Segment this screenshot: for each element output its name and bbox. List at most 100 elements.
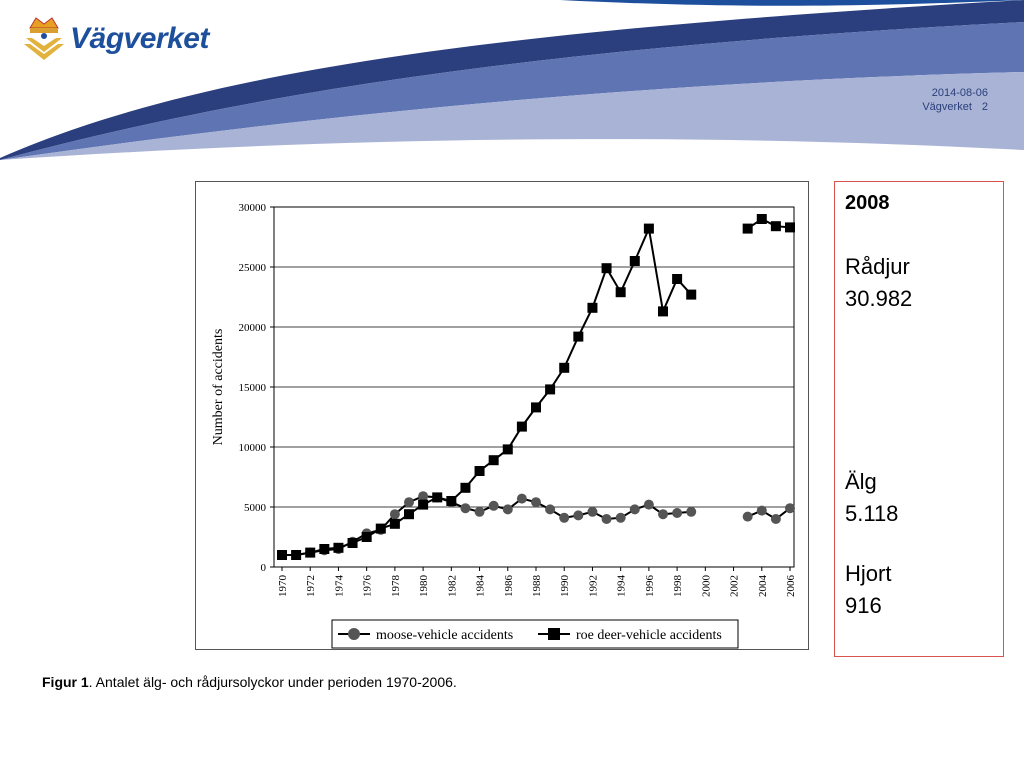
roe-deer-point bbox=[785, 222, 795, 233]
moose-point bbox=[389, 509, 400, 520]
legend-roe-label: roe deer-vehicle accidents bbox=[576, 628, 722, 643]
roe-deer-point bbox=[319, 544, 330, 554]
slide-date: 2014-08-06 bbox=[931, 87, 988, 99]
moose-point bbox=[418, 491, 429, 502]
x-tick-label: 1978 bbox=[390, 575, 402, 598]
moose-point bbox=[460, 503, 471, 514]
roe-deer-point bbox=[404, 509, 414, 520]
roe-deer-point bbox=[432, 492, 443, 503]
x-tick-label: 1972 bbox=[305, 575, 317, 597]
roe-deer-point bbox=[277, 550, 287, 560]
roe-deer-point bbox=[305, 547, 316, 558]
moose-point bbox=[672, 508, 683, 518]
x-tick-label: 1990 bbox=[559, 575, 571, 598]
y-tick-label: 0 bbox=[261, 562, 267, 574]
roe-deer-point bbox=[502, 444, 513, 455]
moose-point bbox=[742, 511, 753, 522]
moose-point bbox=[587, 506, 598, 517]
x-tick-label: 2006 bbox=[785, 575, 797, 598]
caption-text: . Antalet älg- och rådjursolyckor under … bbox=[88, 674, 457, 690]
moose-point bbox=[531, 497, 541, 508]
moose-point bbox=[545, 504, 556, 515]
chart-frame: 0 5000 10000 15000 20000 25000 30000 1970 1972 19… bbox=[195, 181, 809, 650]
roe-deer-point bbox=[615, 287, 626, 298]
moose-point bbox=[686, 506, 697, 517]
roe-deer-point bbox=[291, 550, 302, 560]
moose-point bbox=[502, 504, 513, 515]
roe-deer-point bbox=[672, 274, 683, 284]
roe-deer-point bbox=[347, 538, 358, 548]
legend-moose-label: moose-vehicle accidents bbox=[376, 628, 513, 643]
moose-point bbox=[629, 504, 640, 515]
x-tick-label: 1994 bbox=[616, 575, 628, 598]
moose-point bbox=[615, 512, 626, 523]
moose-point bbox=[488, 500, 499, 511]
vagverket-logo: Vägverket bbox=[22, 14, 232, 66]
series-line bbox=[747, 507, 791, 521]
roe-deer-point bbox=[418, 499, 429, 510]
moose-point bbox=[658, 509, 668, 520]
x-tick-label: 1974 bbox=[333, 575, 345, 598]
roe-deer-value: 30.982 bbox=[845, 286, 913, 311]
moose-value: 5.118 bbox=[845, 501, 899, 526]
y-tick-label: 15000 bbox=[239, 382, 267, 394]
deer-label: Hjort bbox=[845, 561, 892, 586]
roe-deer-point bbox=[389, 518, 400, 529]
y-tick-label: 5000 bbox=[244, 502, 267, 514]
roe-deer-point bbox=[573, 331, 584, 342]
x-tick-label: 1984 bbox=[475, 575, 487, 598]
moose-point bbox=[404, 497, 414, 508]
moose-point bbox=[516, 493, 527, 504]
series-line bbox=[282, 225, 692, 556]
x-tick-label: 2000 bbox=[700, 575, 712, 598]
moose-point bbox=[559, 512, 570, 523]
x-tick-label: 1986 bbox=[503, 575, 515, 598]
x-tick-label: 2002 bbox=[729, 575, 741, 597]
x-tick-label: 1998 bbox=[672, 575, 684, 598]
header-swoosh bbox=[0, 0, 1024, 160]
roe-deer-point bbox=[474, 466, 485, 476]
page-number: 2 bbox=[981, 101, 988, 113]
slide-meta: 2014-08-06 Vägverket 2 bbox=[922, 86, 988, 114]
roe-deer-point bbox=[686, 289, 697, 300]
x-tick-label: 1980 bbox=[418, 575, 430, 598]
y-tick-label: 10000 bbox=[239, 442, 267, 454]
slide-org: Vägverket bbox=[922, 101, 972, 113]
roe-deer-point bbox=[601, 263, 612, 274]
legend-box bbox=[331, 619, 739, 649]
moose-point bbox=[785, 503, 795, 514]
y-axis-label: Number of accidents bbox=[211, 329, 226, 446]
roe-deer-point bbox=[375, 523, 386, 534]
roe-deer-point bbox=[629, 256, 640, 266]
logo-text: Vägverket bbox=[70, 22, 209, 55]
x-tick-label: 1996 bbox=[644, 575, 656, 598]
x-tick-label: 1992 bbox=[587, 575, 599, 597]
infobox-year: 2008 bbox=[845, 192, 890, 214]
figure-caption: Figur 1. Antalet älg- och rådjursolyckor… bbox=[42, 674, 457, 690]
legend-roe-marker bbox=[548, 628, 560, 640]
moose-point bbox=[573, 510, 584, 521]
x-tick-label: 1970 bbox=[277, 575, 289, 598]
moose-point bbox=[756, 505, 767, 516]
moose-point bbox=[770, 514, 781, 524]
roe-deer-point bbox=[460, 482, 471, 493]
legend-moose-marker bbox=[348, 628, 360, 640]
deer-value: 916 bbox=[845, 593, 882, 618]
stats-infobox: 2008 Rådjur 30.982 Älg 5.118 Hjort 916 bbox=[834, 181, 1004, 657]
roe-deer-point bbox=[756, 214, 767, 224]
accidents-line-chart: 0 5000 10000 15000 20000 25000 30000 1970 1972 19… bbox=[211, 202, 797, 649]
roe-deer-point bbox=[587, 302, 598, 313]
roe-deer-point bbox=[658, 306, 668, 317]
roe-deer-point bbox=[361, 532, 372, 542]
series-line bbox=[747, 217, 791, 230]
roe-deer-point bbox=[559, 362, 570, 373]
caption-label: Figur 1 bbox=[42, 674, 89, 690]
y-tick-label: 30000 bbox=[239, 202, 267, 214]
moose-point bbox=[643, 499, 654, 510]
x-tick-label: 1988 bbox=[531, 575, 543, 598]
moose-point bbox=[474, 506, 485, 517]
roe-deer-point bbox=[742, 223, 753, 234]
y-tick-label: 20000 bbox=[239, 322, 267, 334]
roe-deer-point bbox=[545, 384, 556, 395]
x-tick-label: 2004 bbox=[757, 575, 769, 598]
